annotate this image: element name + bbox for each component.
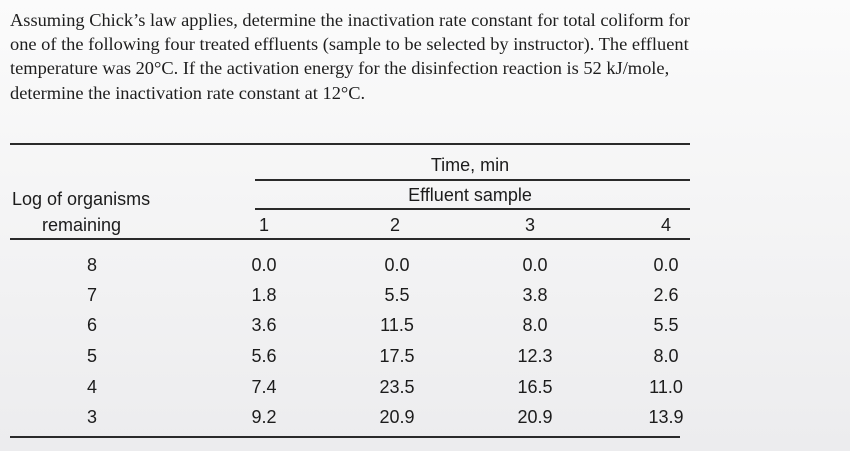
problem-statement: Assuming Chick’s law applies, determine …	[10, 8, 840, 105]
table-cell: 0.0	[251, 255, 277, 275]
group-header-rule	[255, 179, 690, 181]
table-cell: 8.0	[522, 315, 548, 335]
table-cell: 0.0	[522, 255, 548, 275]
table-cell: 7.4	[251, 377, 277, 397]
table-cell: 23.5	[379, 377, 415, 397]
problem-line: temperature was 20°C. If the activation …	[10, 58, 670, 79]
subgroup-header: Effluent sample	[408, 185, 532, 205]
problem-line: one of the following four treated efflue…	[10, 34, 689, 55]
column-header: 2	[389, 215, 401, 235]
log-cell: 8	[86, 255, 98, 275]
problem-line: determine the inactivation rate constant…	[10, 82, 366, 103]
table-cell: 20.9	[379, 407, 415, 427]
table-cell: 9.2	[251, 407, 277, 427]
column-header: 4	[660, 215, 672, 235]
table-cell: 13.9	[648, 407, 684, 427]
table-cell: 5.5	[384, 285, 410, 305]
table-cell: 17.5	[379, 346, 415, 366]
problem-line: Assuming Chick’s law applies, determine …	[10, 10, 690, 30]
log-cell: 4	[86, 377, 98, 397]
row-header-line2: remaining	[42, 215, 122, 235]
table-cell: 3.8	[522, 285, 548, 305]
table-bottom-rule	[10, 436, 680, 438]
table-cell: 16.5	[517, 377, 553, 397]
subgroup-header-rule	[255, 208, 690, 210]
column-header: 1	[258, 215, 270, 235]
column-header: 3	[524, 215, 536, 235]
table-cell: 8.0	[653, 346, 679, 366]
table-cell: 5.5	[653, 315, 679, 335]
log-cell: 6	[86, 315, 98, 335]
table-cell: 11.5	[380, 315, 414, 335]
table-cell: 12.3	[517, 346, 553, 366]
table-cell: 11.0	[649, 377, 683, 397]
row-header-line1: Log of organisms	[12, 189, 151, 209]
table-top-rule	[10, 143, 690, 145]
group-header: Time, min	[430, 155, 510, 175]
table-cell: 20.9	[517, 407, 553, 427]
column-header-rule	[10, 238, 690, 240]
table-cell: 2.6	[653, 285, 679, 305]
log-cell: 5	[86, 346, 98, 366]
log-cell: 7	[86, 285, 98, 305]
table-cell: 1.8	[251, 285, 277, 305]
table-cell: 0.0	[384, 255, 410, 275]
log-cell: 3	[86, 407, 98, 427]
table-cell: 0.0	[653, 255, 679, 275]
table-cell: 5.6	[251, 346, 277, 366]
table-cell: 3.6	[251, 315, 277, 335]
